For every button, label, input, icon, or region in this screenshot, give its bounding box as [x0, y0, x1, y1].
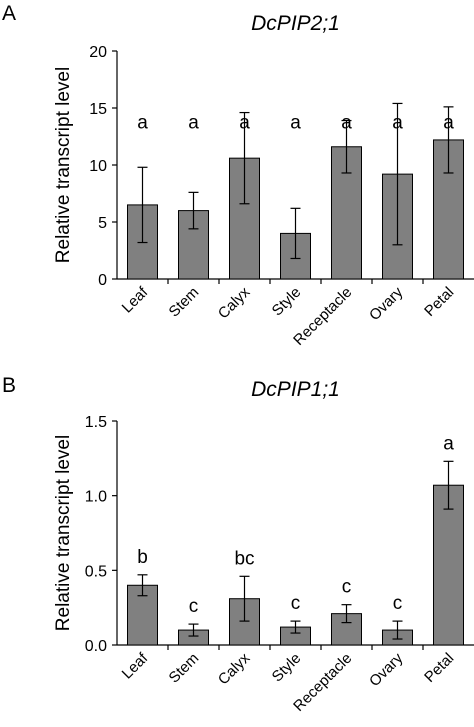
panel-b: B DcPIP1;1 0.0 0.5 1.0 1.5 Relative transcrip…: [2, 374, 474, 715]
significance-label: bc: [234, 548, 254, 569]
y-tick-label: 15: [89, 101, 107, 118]
bar-calyx: [229, 598, 260, 646]
significance-label: a: [443, 113, 454, 134]
category-label: Stem: [166, 650, 203, 687]
y-tick-label: 0.5: [85, 563, 107, 580]
category-label: Calyx: [215, 649, 254, 688]
y-tick-label: 10: [89, 158, 107, 175]
significance-label: a: [137, 113, 148, 134]
category-label: Ovary: [366, 649, 407, 690]
significance-label: b: [137, 547, 148, 568]
category-label: Leaf: [119, 283, 152, 316]
significance-label: a: [239, 113, 250, 134]
significance-label: c: [393, 593, 403, 614]
panel-a: A DcPIP2;1 0 5 10 15 20 Relative transcript le…: [2, 2, 474, 349]
category-label: Style: [269, 650, 305, 686]
significance-label: c: [189, 596, 199, 617]
category-label: Style: [269, 284, 305, 320]
y-tick-label: 1.5: [85, 414, 107, 431]
category-label: Calyx: [215, 283, 254, 322]
panel-letter-b: B: [2, 374, 16, 397]
chart-title: DcPIP2;1: [251, 12, 340, 35]
significance-label: c: [291, 593, 301, 614]
category-label: Petal: [421, 650, 457, 686]
category-label: Petal: [421, 284, 457, 320]
bar-petal: [433, 484, 464, 646]
significance-label: c: [342, 577, 352, 598]
y-axis-label: Relative transcript level: [53, 435, 74, 631]
y-tick-label: 5: [98, 215, 107, 232]
y-axis-label: Relative transcript level: [53, 67, 74, 263]
panel-letter-a: A: [2, 2, 16, 25]
category-label: Ovary: [366, 283, 407, 324]
chart-title: DcPIP1;1: [251, 378, 340, 401]
significance-label: a: [290, 113, 301, 134]
category-label: Leaf: [119, 649, 152, 682]
significance-label: a: [188, 113, 199, 134]
significance-label: a: [443, 433, 454, 454]
y-tick-label: 0: [98, 272, 107, 289]
category-label: Stem: [166, 284, 203, 321]
y-tick-label: 20: [89, 44, 107, 61]
y-tick-label: 0.0: [85, 638, 107, 655]
significance-label: a: [392, 113, 403, 134]
y-tick-label: 1.0: [85, 489, 107, 506]
significance-label: a: [341, 113, 352, 134]
